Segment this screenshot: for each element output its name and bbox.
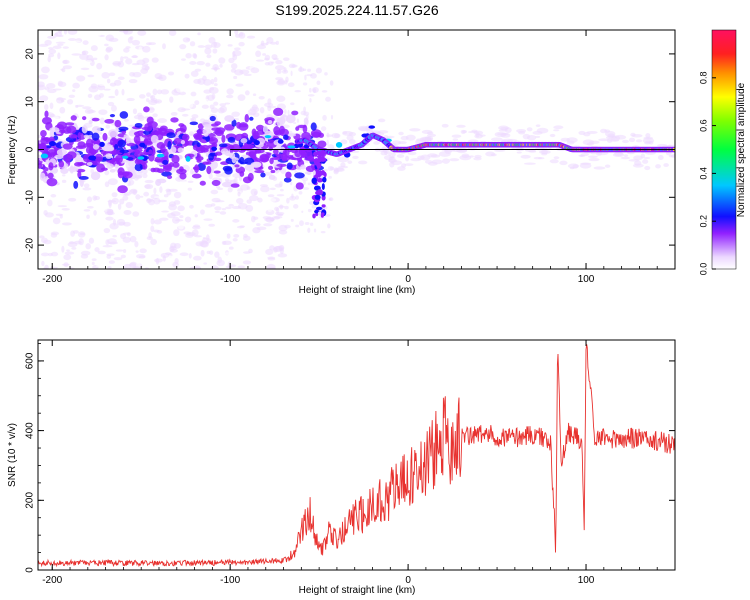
snr-panel: -200 -100 0 100 0 200 400 600 Height of straig…	[7, 339, 676, 596]
y-tick-label: 0	[25, 146, 36, 152]
snr-x-label: Height of straight line (km)	[299, 585, 416, 596]
colorbar-tick-label: 0.4	[698, 167, 708, 180]
colorbar-tick-label: 0.6	[698, 119, 708, 132]
colorbar-label: Normalized spectral amplitude	[736, 82, 747, 217]
y-tick-label: 400	[25, 422, 36, 439]
colorbar-tick-label: 0.2	[698, 215, 708, 228]
colorbar-tick-label: 0.0	[698, 263, 708, 276]
y-tick-label: -10	[25, 190, 36, 205]
x-tick-label: 0	[405, 575, 411, 586]
x-tick-label: 0	[405, 274, 411, 285]
y-tick-label: 200	[25, 492, 36, 509]
spectrogram-x-label: Height of straight line (km)	[299, 285, 416, 296]
colorbar-gradient	[711, 29, 737, 270]
colorbar-tick-label: 0.8	[698, 72, 708, 85]
y-tick-label: 20	[25, 48, 36, 60]
x-tick-label: -100	[220, 274, 240, 285]
spectrogram-y-label: Frequency (Hz)	[7, 116, 18, 185]
x-tick-label: 100	[578, 274, 595, 285]
x-tick-label: -200	[42, 274, 62, 285]
snr-frame	[37, 339, 676, 571]
colorbar: 0.0 0.2 0.4 0.6 0.8 Normalized spectral ampl…	[698, 29, 747, 276]
y-tick-label: -20	[25, 237, 36, 252]
x-tick-label: 100	[578, 575, 595, 586]
y-tick-label: 10	[25, 96, 36, 108]
snr-y-label: SNR (10 * v/v)	[7, 423, 18, 487]
x-tick-label: -200	[42, 575, 62, 586]
spectrogram-heatmap	[38, 30, 675, 269]
chart-title: S199.2025.224.11.57.G26	[275, 2, 438, 18]
snr-series-line	[38, 344, 675, 568]
x-tick-label: -100	[220, 575, 240, 586]
y-tick-label: 600	[25, 352, 36, 369]
y-tick-label: 0	[25, 567, 36, 573]
